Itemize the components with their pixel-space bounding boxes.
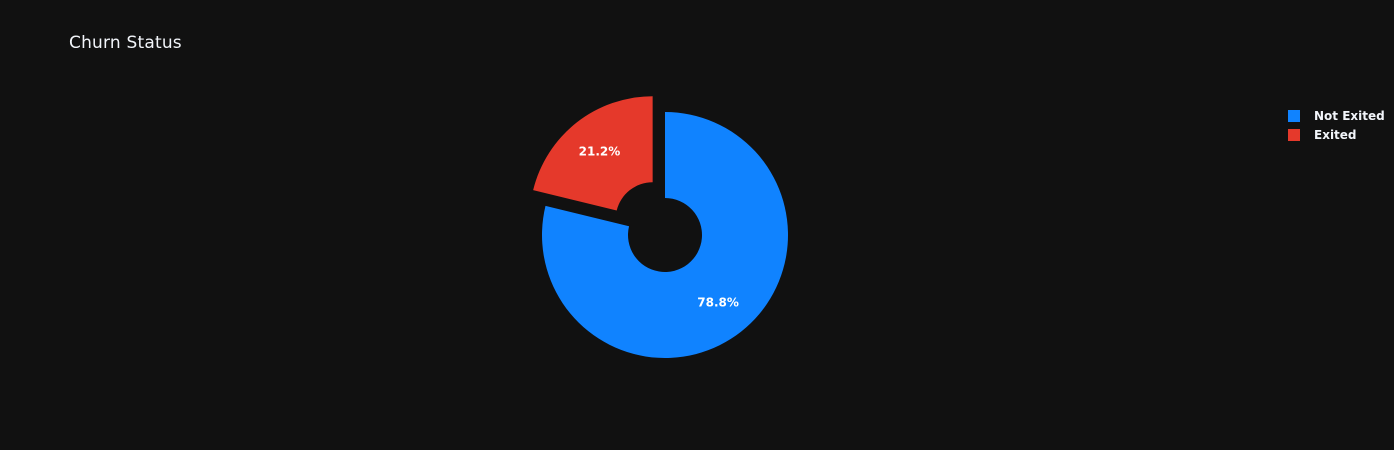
slice-label-not-exited: 78.8% xyxy=(697,296,739,310)
chart-title: Churn Status xyxy=(69,33,182,53)
legend-label-not-exited: Not Exited xyxy=(1314,108,1385,123)
legend-label-exited: Exited xyxy=(1314,127,1357,142)
legend-item-exited[interactable]: Exited xyxy=(1288,125,1385,144)
legend: Not Exited Exited xyxy=(1288,106,1385,144)
legend-swatch-exited xyxy=(1288,128,1300,141)
pie-slice-not-exited[interactable] xyxy=(542,112,788,358)
pie-slice-exited[interactable] xyxy=(533,96,653,211)
slice-label-exited: 21.2% xyxy=(579,145,621,159)
legend-item-not-exited[interactable]: Not Exited xyxy=(1288,106,1385,125)
legend-swatch-not-exited xyxy=(1288,109,1300,122)
